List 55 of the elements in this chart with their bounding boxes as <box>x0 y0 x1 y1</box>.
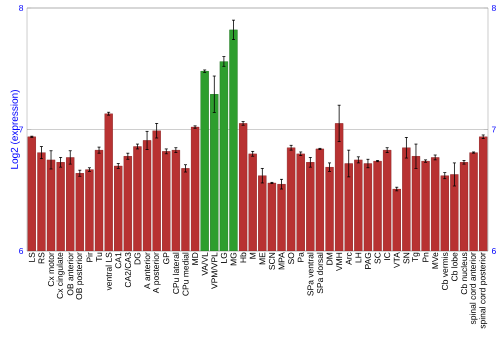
x-tick-label: spinal cord anterior <box>470 252 478 324</box>
x-tick-label: A posterior <box>152 252 161 294</box>
y-tick-label: 7 <box>19 126 24 132</box>
x-tick-label: Cx cingulate <box>56 252 65 299</box>
x-tick-label: LS <box>28 252 35 262</box>
x-tick-label: spinal cord posterior <box>479 252 488 328</box>
x-tick-label: DM <box>326 252 332 265</box>
x-tick-label: VPM/VPL <box>211 252 218 290</box>
x-tick-label: MD <box>192 252 198 265</box>
x-tick-label: LH <box>355 252 362 262</box>
x-tick-label: RS <box>38 252 44 264</box>
x-tick-label: M <box>250 252 256 259</box>
x-tick-label: IC <box>384 252 390 260</box>
x-tick-label: VA/VL <box>202 252 208 276</box>
x-tick-label: MPA <box>278 252 284 270</box>
x-tick-label: Pn <box>422 252 428 262</box>
y2-tick-label: 8 <box>492 4 496 11</box>
x-tick-label: ME <box>259 252 266 264</box>
x-tick-label: OB anterior <box>67 252 74 296</box>
x-tick-label: MVe <box>432 252 438 269</box>
y2-tick-label: 7 <box>492 126 496 132</box>
x-tick-label: VTA <box>394 252 400 268</box>
y-axis-title: Log2 (expression) <box>10 90 20 169</box>
x-tick-label: MG <box>230 252 236 266</box>
x-tick-label: PAG <box>364 252 371 269</box>
x-tick-label: SN <box>403 252 410 264</box>
x-tick-label: Arc <box>346 252 352 265</box>
x-tick-label: Cb nucleus <box>460 252 468 294</box>
x-tick-label: DG <box>134 252 140 264</box>
x-tick-label: ventral LS <box>106 252 112 290</box>
x-tick-label: CA2/CA3 <box>124 252 131 288</box>
x-tick-label: Cb vermis <box>442 252 448 290</box>
x-tick-label: Hb <box>240 252 246 262</box>
x-tick-label: Tu <box>96 252 102 262</box>
x-tick-label: CPu lateral <box>172 252 179 294</box>
x-tick-label: SO <box>288 252 294 264</box>
x-tick-label: SPa dorsal <box>316 252 324 294</box>
y2-tick-label: 6 <box>492 248 496 254</box>
x-tick-label: SCN <box>268 252 275 270</box>
x-tick-label: CPu medial <box>182 252 189 296</box>
x-tick-label: SC <box>374 252 381 264</box>
x-tick-label: SPa ventral <box>307 252 314 296</box>
x-tick-label: Pir <box>86 252 93 262</box>
x-tick-label: GP <box>163 252 170 264</box>
x-tick-label: Cb lobe <box>451 252 458 282</box>
x-tick-label: LG <box>220 252 227 263</box>
x-tick-label: Tg <box>412 252 420 262</box>
x-tick-label: A anterior <box>144 252 150 290</box>
y-tick-label: 8 <box>19 4 24 11</box>
x-tick-label: OB posterior <box>76 252 84 300</box>
x-tick-label: VMH <box>336 252 342 272</box>
x-tick-label: Pa <box>298 252 304 262</box>
x-tick-label: CA1 <box>115 252 122 268</box>
x-tick-label: Cx motor <box>48 252 54 286</box>
y-tick-label: 6 <box>19 248 24 254</box>
